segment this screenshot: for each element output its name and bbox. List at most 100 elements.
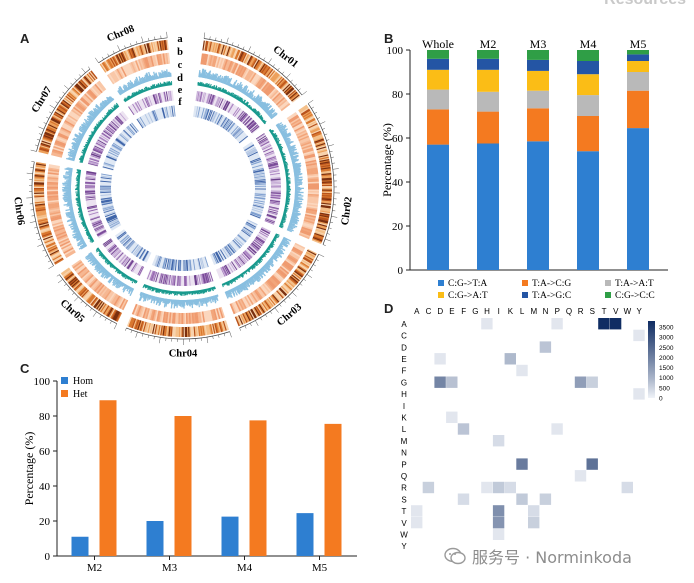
track-a-segment xyxy=(218,322,223,333)
track-c-bar xyxy=(219,75,224,83)
track-d-spike xyxy=(278,143,282,146)
track-a-segment xyxy=(41,232,52,237)
track-c-bar xyxy=(66,199,72,202)
track-d-spike xyxy=(231,92,234,96)
track-d-spike xyxy=(270,245,273,248)
track-c-bar xyxy=(153,296,157,304)
track-e-mark xyxy=(87,208,98,213)
track-e-mark xyxy=(97,231,107,237)
track-b-segment xyxy=(54,142,66,148)
track-c-bar xyxy=(227,77,233,86)
track-c-bar xyxy=(290,154,299,159)
track-e-mark xyxy=(268,164,279,168)
track-b-segment xyxy=(72,260,83,269)
track-b-segment xyxy=(303,218,315,223)
track-c-bar xyxy=(235,286,241,293)
track-c-bar xyxy=(279,243,283,246)
track-d-spike xyxy=(115,269,118,271)
track-e-mark xyxy=(168,275,171,286)
track-f-mark xyxy=(204,108,209,120)
track-c-bar xyxy=(237,85,241,91)
watermark-text: 服务号 · Norminkoda xyxy=(472,548,632,567)
track-f-mark xyxy=(234,129,243,139)
track-c-bar xyxy=(269,258,274,262)
track-e-mark xyxy=(269,202,280,206)
track-f-mark xyxy=(106,215,117,221)
track-a-segment xyxy=(317,149,328,154)
track-b-segment xyxy=(265,85,275,96)
track-f-mark xyxy=(252,205,264,209)
track-a-segment xyxy=(38,221,49,226)
track-c-bar xyxy=(99,103,105,109)
track-e-mark xyxy=(270,195,281,197)
track-b-segment xyxy=(55,139,67,146)
track-c-bar xyxy=(110,274,113,278)
track-a-segment xyxy=(50,119,60,126)
track-b-segment xyxy=(136,305,142,317)
chromosome-axis xyxy=(36,68,91,152)
track-c-bar xyxy=(278,244,283,249)
track-e-mark xyxy=(111,248,120,256)
track-c-bar xyxy=(68,155,76,159)
track-b-segment xyxy=(245,295,253,306)
track-c-bar xyxy=(279,128,286,133)
track-e-mark xyxy=(252,241,261,249)
chromosome-tick xyxy=(38,133,42,135)
track-d-spike xyxy=(83,145,87,148)
track-a-segment xyxy=(280,285,289,294)
chromosome-tick xyxy=(45,255,48,257)
track-e-mark xyxy=(244,250,252,259)
heatmap-cell xyxy=(586,376,598,388)
track-a-segment xyxy=(316,226,327,231)
chromosome-tick xyxy=(70,82,73,86)
track-c-bar xyxy=(249,277,255,285)
track-c-bar xyxy=(209,75,212,80)
track-a-segment xyxy=(47,245,58,252)
track-c-bar xyxy=(286,229,293,233)
track-d-spike xyxy=(101,254,103,257)
track-a-segment xyxy=(303,255,314,262)
track-c-bar xyxy=(221,75,226,84)
track-c-bar xyxy=(291,213,298,217)
track-e-mark xyxy=(263,147,273,153)
track-a-segment xyxy=(59,104,69,111)
track-c-bar xyxy=(202,69,206,78)
heatmap-cell xyxy=(492,481,505,494)
track-e-mark xyxy=(270,196,281,199)
track-b-segment xyxy=(217,307,223,319)
track-f-mark xyxy=(106,214,117,220)
track-f-mark xyxy=(254,196,266,199)
track-b-segment xyxy=(66,117,77,125)
track-b-segment xyxy=(54,141,66,147)
track-c-bar xyxy=(139,292,144,301)
track-c-bar xyxy=(264,263,269,268)
track-c-bar xyxy=(278,125,287,132)
track-a-segment xyxy=(284,281,293,290)
track-b-segment xyxy=(96,81,106,92)
track-c-bar xyxy=(99,107,104,111)
heatmap-cell xyxy=(574,470,587,482)
track-f-mark xyxy=(232,239,241,249)
track-c-bar xyxy=(76,237,84,242)
track-b-segment xyxy=(47,173,59,177)
track-a-segment xyxy=(232,48,238,59)
track-a-segment xyxy=(56,108,66,115)
track-b-segment xyxy=(288,114,299,122)
track-e-mark xyxy=(85,181,96,184)
track-e-mark xyxy=(250,124,259,133)
track-c-bar xyxy=(72,144,80,148)
track-a-segment xyxy=(225,45,230,56)
track-d-spike xyxy=(284,161,288,164)
track-b-segment xyxy=(63,121,75,129)
chromosome-tick xyxy=(301,91,307,96)
track-c-bar xyxy=(87,253,93,258)
track-e-mark xyxy=(229,262,236,272)
track-b-segment xyxy=(301,144,313,150)
track-a-segment xyxy=(68,91,77,100)
track-c-bar xyxy=(292,164,302,168)
track-c-bar xyxy=(202,71,205,78)
track-e-mark xyxy=(196,91,200,102)
track-b-segment xyxy=(266,279,276,290)
track-c-bar xyxy=(68,148,78,153)
track-f-mark xyxy=(245,222,256,229)
